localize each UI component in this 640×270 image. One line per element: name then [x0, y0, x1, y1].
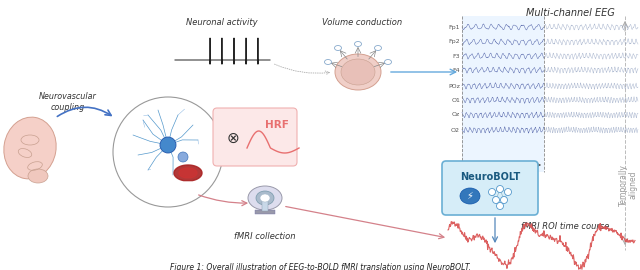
Text: Fp1: Fp1 [449, 25, 460, 29]
Text: NeuroBOLT: NeuroBOLT [460, 172, 520, 182]
Circle shape [497, 185, 504, 193]
Circle shape [500, 197, 508, 204]
Text: ⚡: ⚡ [467, 191, 474, 201]
Text: Figure 1: Overall illustration of EEG-to-BOLD fMRI translation using NeuroBOLT.: Figure 1: Overall illustration of EEG-to… [170, 263, 470, 270]
Text: F4: F4 [452, 68, 460, 73]
Ellipse shape [374, 46, 381, 50]
Polygon shape [174, 165, 202, 181]
Text: Fp2: Fp2 [449, 39, 460, 45]
Circle shape [497, 202, 504, 210]
Circle shape [160, 137, 176, 153]
Ellipse shape [324, 59, 332, 65]
Bar [462, 16, 544, 172]
Ellipse shape [385, 59, 392, 65]
Text: F3: F3 [452, 53, 460, 59]
Ellipse shape [355, 42, 362, 46]
Text: $\otimes$: $\otimes$ [227, 130, 240, 146]
FancyBboxPatch shape [213, 108, 297, 166]
Ellipse shape [335, 46, 342, 50]
Text: Neuronal activity: Neuronal activity [186, 18, 258, 27]
Ellipse shape [260, 194, 270, 202]
Text: fMRI ROI time course: fMRI ROI time course [521, 222, 609, 231]
Text: Temporally
aligned: Temporally aligned [619, 164, 638, 206]
Text: Volume conduction: Volume conduction [322, 18, 402, 27]
Text: Multi-channel EEG: Multi-channel EEG [525, 8, 614, 18]
Text: 16s: 16s [496, 172, 510, 181]
Circle shape [493, 197, 499, 204]
Ellipse shape [28, 169, 48, 183]
Text: Neurovascular
coupling: Neurovascular coupling [39, 92, 97, 112]
Polygon shape [179, 168, 197, 178]
Text: Oz: Oz [452, 113, 460, 117]
Ellipse shape [256, 191, 274, 205]
Circle shape [488, 188, 495, 195]
Text: O1: O1 [451, 97, 460, 103]
Circle shape [113, 97, 223, 207]
Ellipse shape [460, 188, 480, 204]
Text: POz: POz [448, 83, 460, 89]
Circle shape [504, 188, 511, 195]
Ellipse shape [248, 186, 282, 210]
Ellipse shape [4, 117, 56, 179]
Bar [262, 197, 268, 211]
Text: O2: O2 [451, 127, 460, 133]
Bar [255, 210, 275, 214]
Circle shape [178, 152, 188, 162]
Ellipse shape [341, 59, 375, 85]
Ellipse shape [335, 54, 381, 90]
FancyBboxPatch shape [442, 161, 538, 215]
Text: HRF: HRF [265, 120, 289, 130]
Text: fMRI collection: fMRI collection [234, 232, 296, 241]
